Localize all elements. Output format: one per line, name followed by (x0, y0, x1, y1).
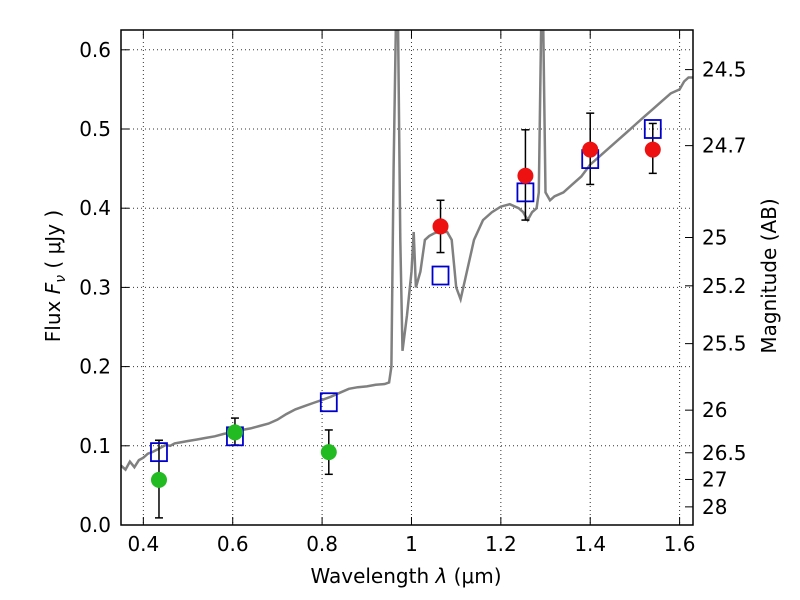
plot-frame (120, 29, 694, 526)
y-tick-label: 0.5 (79, 117, 111, 141)
magnitude-axis-label: Magnitude (AB) (757, 198, 781, 353)
magnitude-tick-label: 26 (702, 398, 727, 422)
x-tick-label: 0.4 (127, 532, 159, 556)
magnitude-tick-label: 26.5 (702, 441, 747, 465)
model-spectrum-line (121, 30, 693, 472)
data-points (150, 112, 662, 519)
grid (121, 30, 693, 526)
magnitude-tick-label: 25.2 (702, 274, 747, 298)
x-tick-label: 1.6 (664, 532, 696, 556)
y-tick-label: 0.3 (79, 275, 111, 299)
magnitude-tick-label: 24.7 (702, 134, 747, 158)
axis-ticks: 0.4 0.6 0.8 1 1.2 1.4 1.6 0.0 0.1 0.2 0.3 0.4 0.5 0.6… (79, 30, 747, 556)
y-tick-label: 0.4 (79, 196, 111, 220)
y-tick-label: 0.0 (79, 513, 111, 537)
y-tick-label: 0.2 (79, 355, 111, 379)
observed-flux-marker (150, 471, 167, 488)
x-tick-label: 1.4 (574, 532, 606, 556)
magnitude-tick-label: 28 (702, 495, 727, 519)
magnitude-tick-label: 25 (702, 226, 727, 250)
model-band-square-marker (643, 119, 662, 139)
model-spectrum (121, 30, 693, 472)
y-tick-label: 0.6 (79, 38, 111, 62)
magnitude-tick-label: 24.5 (702, 58, 747, 82)
observed-flux-marker (320, 444, 337, 461)
x-axis-label: Wavelength λ (μm) (310, 564, 501, 588)
model-band-square-marker (431, 265, 450, 286)
x-tick-label: 1.2 (485, 532, 517, 556)
y-tick-label: 0.1 (79, 434, 111, 458)
observed-flux-marker (517, 167, 534, 184)
x-tick-label: 1 (405, 532, 418, 556)
y-axis-label: Flux Fν ( μJy ) (41, 210, 69, 342)
observed-flux-marker (432, 218, 449, 235)
model-band-square-marker (150, 442, 168, 463)
magnitude-tick-label: 27 (702, 467, 727, 491)
model-band-square-marker (319, 392, 338, 413)
observed-flux-marker (226, 424, 243, 441)
observed-flux-marker (644, 141, 661, 158)
observed-flux-marker (582, 141, 599, 158)
x-tick-label: 0.6 (217, 532, 249, 556)
magnitude-tick-label: 25.5 (702, 332, 747, 356)
x-tick-label: 0.8 (306, 532, 338, 556)
